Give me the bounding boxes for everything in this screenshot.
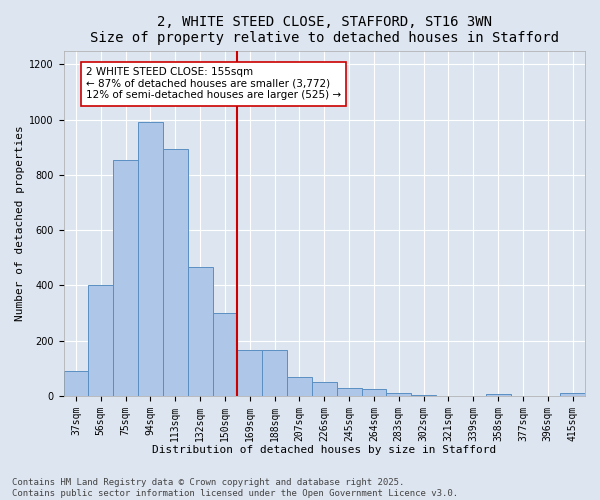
Text: 2 WHITE STEED CLOSE: 155sqm
← 87% of detached houses are smaller (3,772)
12% of : 2 WHITE STEED CLOSE: 155sqm ← 87% of det… — [86, 67, 341, 100]
Bar — [238, 350, 262, 396]
Bar — [262, 350, 287, 396]
Bar — [113, 160, 138, 396]
Bar — [188, 268, 212, 396]
Bar — [163, 148, 188, 396]
Title: 2, WHITE STEED CLOSE, STAFFORD, ST16 3WN
Size of property relative to detached h: 2, WHITE STEED CLOSE, STAFFORD, ST16 3WN… — [90, 15, 559, 45]
Text: Contains HM Land Registry data © Crown copyright and database right 2025.
Contai: Contains HM Land Registry data © Crown c… — [12, 478, 458, 498]
Bar — [138, 122, 163, 396]
Bar — [287, 376, 312, 396]
Bar — [88, 286, 113, 396]
Bar — [386, 393, 411, 396]
Bar — [64, 371, 88, 396]
Bar — [560, 393, 585, 396]
Y-axis label: Number of detached properties: Number of detached properties — [15, 126, 25, 321]
Bar — [212, 313, 238, 396]
Bar — [312, 382, 337, 396]
Bar — [337, 388, 362, 396]
Bar — [362, 389, 386, 396]
Bar — [485, 394, 511, 396]
X-axis label: Distribution of detached houses by size in Stafford: Distribution of detached houses by size … — [152, 445, 496, 455]
